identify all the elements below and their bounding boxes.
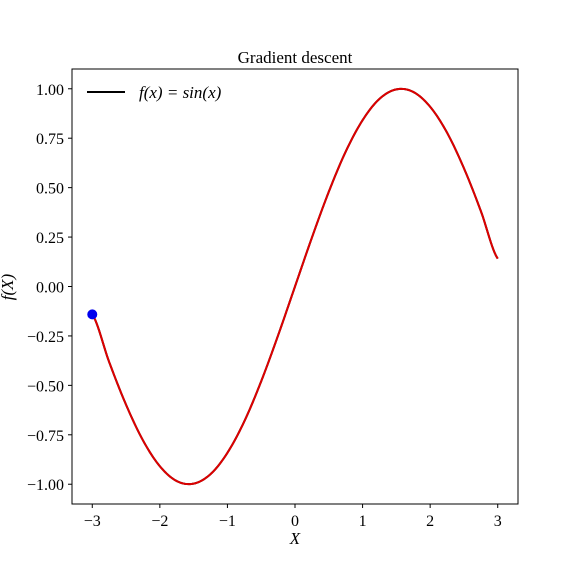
x-tick-label: −1 bbox=[219, 513, 236, 530]
x-tick-label: 1 bbox=[359, 513, 367, 530]
chart-title: Gradient descent bbox=[238, 48, 353, 67]
y-axis-ticks: 1.00 0.75 0.50 0.25 0.00 −0.25 −0.50 −0.75 −1.00 bbox=[27, 82, 72, 494]
y-axis-label: f(X) bbox=[0, 273, 17, 300]
points-layer bbox=[87, 309, 98, 320]
y-tick-label: 0.25 bbox=[36, 230, 64, 247]
x-tick-label: 0 bbox=[291, 513, 299, 530]
y-tick-label: 1.00 bbox=[36, 82, 64, 99]
y-tick-label: −1.00 bbox=[27, 477, 64, 494]
x-axis-label: X bbox=[289, 529, 301, 548]
start-point-1 bbox=[87, 309, 98, 320]
series-layer bbox=[91, 87, 499, 486]
x-tick-label: 2 bbox=[426, 513, 434, 530]
x-tick-label: −2 bbox=[151, 513, 168, 530]
y-tick-label: 0.00 bbox=[36, 280, 64, 297]
y-tick-label: −0.50 bbox=[27, 378, 64, 395]
y-tick-label: 0.75 bbox=[36, 131, 64, 148]
x-axis-ticks: −3 −2 −1 0 1 2 3 bbox=[84, 504, 502, 530]
y-tick-label: −0.25 bbox=[27, 329, 64, 346]
legend-label: f(x) = sin(x) bbox=[139, 83, 222, 102]
y-tick-label: 0.50 bbox=[36, 181, 64, 198]
y-tick-label: −0.75 bbox=[27, 428, 64, 445]
x-tick-label: 3 bbox=[494, 513, 502, 530]
series-line-2 bbox=[91, 87, 499, 486]
x-tick-label: −3 bbox=[84, 513, 101, 530]
legend: f(x) = sin(x) bbox=[87, 83, 222, 102]
